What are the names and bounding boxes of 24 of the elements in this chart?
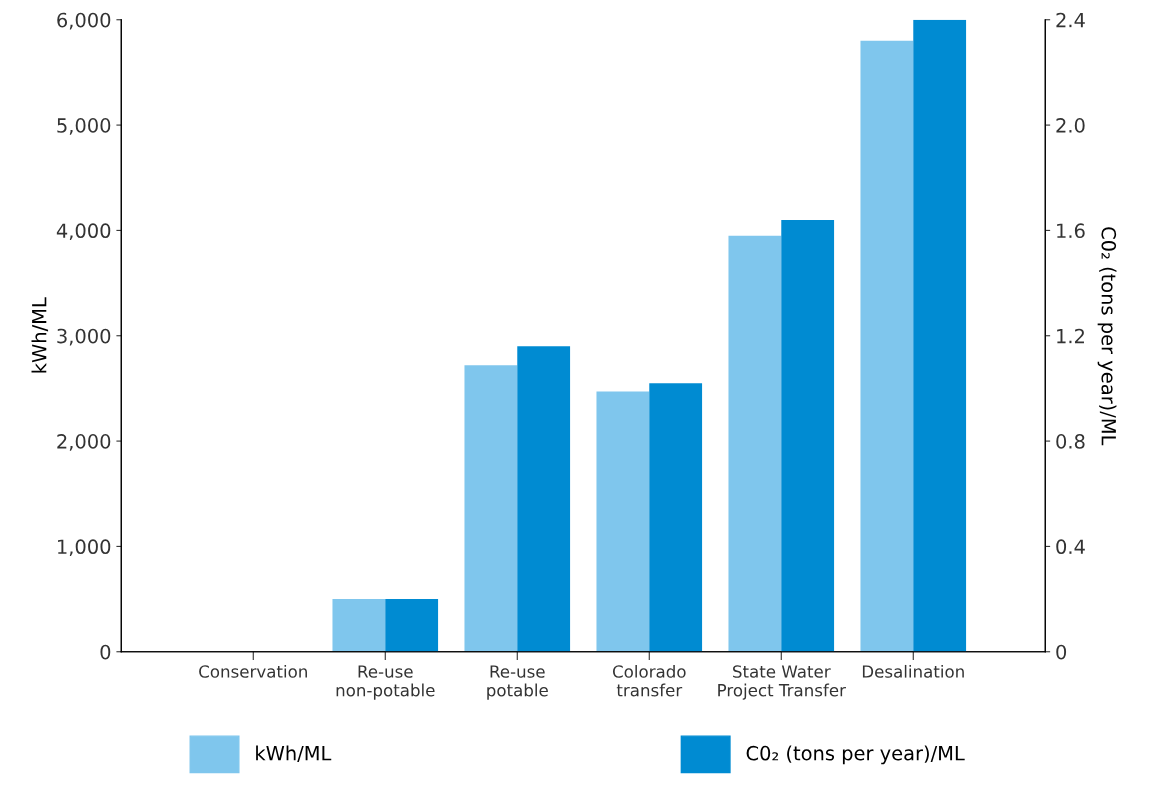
y-tick-label: 5,000 (57, 118, 111, 135)
y2-tick-label: 2.4 (1056, 12, 1085, 28)
y2-tick-label: 1.6 (1057, 223, 1085, 239)
y-tick-label: 4,000 (56, 223, 111, 241)
x-tick-label: State Water Project Transfer (718, 665, 846, 700)
y2-tick-label: 1.2 (1057, 328, 1084, 344)
y2-tick-label: 0 (1056, 644, 1067, 660)
legend-label: C0₂ (tons per year)/ML (746, 745, 965, 765)
y2-tick-label: 0.8 (1056, 434, 1085, 449)
y-tick-label: 3,000 (57, 328, 111, 346)
x-tick-label: Desalination (862, 664, 964, 678)
y2-tick-label: 0.4 (1056, 539, 1085, 555)
y-tick-label: 1,000 (58, 539, 111, 557)
x-tick-label: Colorado transfer (612, 664, 686, 697)
y-tick-label: 0 (100, 644, 111, 660)
y2-tick-label: 2.0 (1056, 118, 1085, 133)
x-tick-label: Conservation (199, 664, 307, 678)
y2-axis-title: C0₂ (tons per year)/ML (1097, 227, 1117, 446)
x-tick-label: Re-use non-potable (336, 665, 435, 700)
legend-label: kWh/ML (256, 745, 332, 763)
x-tick-label: Re-use potable (487, 665, 548, 700)
y-tick-label: 6,000 (57, 12, 111, 30)
y-axis-title: kWh/ML (31, 297, 49, 373)
y-tick-label: 2,000 (57, 434, 111, 451)
